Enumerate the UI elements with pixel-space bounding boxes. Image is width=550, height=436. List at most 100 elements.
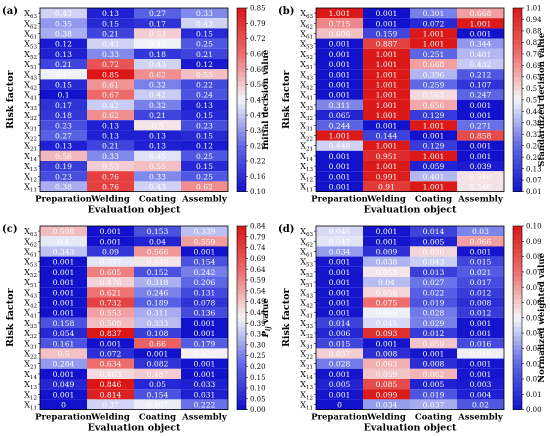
cell-value: 0.153 bbox=[147, 227, 169, 236]
heatmap-cell bbox=[40, 181, 87, 192]
colorbar-tick-label: 0.88 bbox=[526, 28, 542, 36]
heatmap-cell bbox=[363, 379, 410, 390]
cell-value: 0.144 bbox=[376, 132, 398, 141]
heatmap-cell bbox=[134, 161, 181, 172]
heatmap-cell bbox=[87, 256, 134, 267]
row-label: X33 bbox=[300, 319, 313, 330]
colorbar-segment bbox=[237, 354, 246, 360]
colorbar-segment bbox=[237, 145, 246, 151]
cell-value: 0.448 bbox=[329, 142, 351, 151]
colorbar-segment bbox=[237, 182, 246, 188]
row-label: X21 bbox=[24, 360, 37, 371]
cell-value: 0.001 bbox=[470, 329, 492, 338]
cell-value: 0.271 bbox=[470, 121, 492, 130]
heatmap-cell bbox=[87, 140, 134, 151]
cell-value: 0.059 bbox=[376, 370, 398, 379]
heatmap-panel: (a) 0.43 0.13 0.27 0.330.35 0.15 0.17 0.430.38 0… bbox=[2, 5, 271, 216]
column-label: Preparation bbox=[311, 195, 368, 205]
cell-value: 0.13 bbox=[102, 121, 119, 130]
colorbar-tick-label: 0.79 bbox=[250, 233, 266, 241]
heatmap-cell bbox=[363, 18, 410, 29]
heatmap-cell bbox=[410, 99, 457, 110]
cell-value: 0.004 bbox=[470, 390, 492, 399]
colorbar-segment bbox=[237, 122, 246, 128]
cell-value: 0.045 bbox=[329, 227, 351, 236]
cell-value: 0.012 bbox=[470, 309, 492, 318]
cell-value: 0.43 bbox=[149, 60, 166, 69]
heatmap-cell bbox=[410, 171, 457, 182]
x-axis-label: Evaluation object bbox=[88, 205, 181, 216]
heatmap-cell bbox=[181, 48, 228, 59]
row-label: X61 bbox=[24, 248, 37, 259]
cell-value: 0.21 bbox=[196, 50, 213, 59]
cell-value: 1.001 bbox=[423, 121, 445, 130]
cell-value: 0.606 bbox=[329, 30, 351, 39]
colorbar-tick-label: 0.38 bbox=[526, 119, 542, 127]
cell-value: 0.53 bbox=[149, 30, 166, 39]
heatmap-cell bbox=[363, 317, 410, 328]
heatmap-cell bbox=[363, 150, 410, 161]
cell-value: 0.1 bbox=[57, 91, 69, 100]
heatmap-cell bbox=[40, 110, 87, 121]
row-label: X51 bbox=[24, 278, 37, 289]
heatmap-cell bbox=[181, 328, 228, 339]
row-label: X31 bbox=[24, 121, 37, 132]
row-label: X61 bbox=[24, 30, 37, 41]
row-label: X11 bbox=[24, 183, 37, 194]
cell-value: 0.053 bbox=[376, 268, 398, 277]
cell-value: 0.33 bbox=[196, 9, 213, 18]
cell-value: 0.242 bbox=[194, 268, 216, 277]
heatmap-cell bbox=[87, 59, 134, 70]
column-label: Coating bbox=[415, 413, 452, 423]
heatmap-cell bbox=[40, 246, 87, 257]
cell-value: 0.009 bbox=[376, 248, 398, 257]
heatmap-cell bbox=[181, 348, 228, 359]
cell-value: 1.001 bbox=[376, 60, 398, 69]
row-label: X31 bbox=[300, 339, 313, 350]
heatmap-cell bbox=[87, 18, 134, 29]
cell-value: 1.001 bbox=[423, 40, 445, 49]
cell-value: 0.017 bbox=[470, 278, 492, 287]
cell-value: 0.107 bbox=[470, 81, 492, 90]
cell-value: 0.13 bbox=[102, 132, 119, 141]
colorbar-segment bbox=[513, 63, 522, 68]
colorbar-segment bbox=[237, 99, 246, 105]
heatmap-cell bbox=[457, 338, 504, 349]
heatmap-cell bbox=[134, 338, 181, 349]
row-label: X13 bbox=[300, 162, 313, 173]
colorbar-segment bbox=[237, 159, 246, 165]
heatmap-cell bbox=[316, 28, 363, 39]
heatmap-cell bbox=[181, 110, 228, 121]
cell-value: 0.065 bbox=[329, 111, 351, 120]
cell-value: 0.344 bbox=[470, 40, 492, 49]
cell-value: 0.32 bbox=[149, 81, 166, 90]
heatmap-cell bbox=[181, 256, 228, 267]
heatmap-cell bbox=[316, 277, 363, 288]
cell-value: 0.85 bbox=[102, 70, 119, 79]
x-axis-label: Evaluation object bbox=[364, 423, 457, 434]
cell-value: 0.396 bbox=[423, 70, 445, 79]
row-label: X11 bbox=[24, 401, 37, 412]
cell-value: 0.09 bbox=[102, 248, 119, 257]
heatmap-cell bbox=[457, 130, 504, 141]
cell-value: 0.001 bbox=[194, 248, 216, 257]
heatmap-cell bbox=[457, 399, 504, 410]
cell-value: 0.001 bbox=[53, 268, 75, 277]
cell-value: 0.049 bbox=[470, 350, 492, 359]
cell-value: 0.4 bbox=[57, 237, 69, 246]
cell-value: 0.072 bbox=[100, 350, 122, 359]
heatmap-cell bbox=[457, 389, 504, 400]
heatmap-cell bbox=[363, 181, 410, 192]
heatmap-cell bbox=[363, 287, 410, 298]
cell-value: 0.001 bbox=[470, 152, 492, 161]
heatmap-cell bbox=[40, 399, 87, 410]
heatmap-cell bbox=[363, 226, 410, 237]
colorbar-segment bbox=[513, 276, 522, 282]
colorbar-segment bbox=[237, 290, 246, 296]
colorbar-segment bbox=[513, 76, 522, 82]
colorbar-segment bbox=[513, 72, 522, 78]
cell-value: 0.001 bbox=[470, 370, 492, 379]
heatmap-cell bbox=[457, 79, 504, 90]
cell-value: 0.55 bbox=[196, 70, 213, 79]
row-label: X14 bbox=[24, 370, 37, 381]
